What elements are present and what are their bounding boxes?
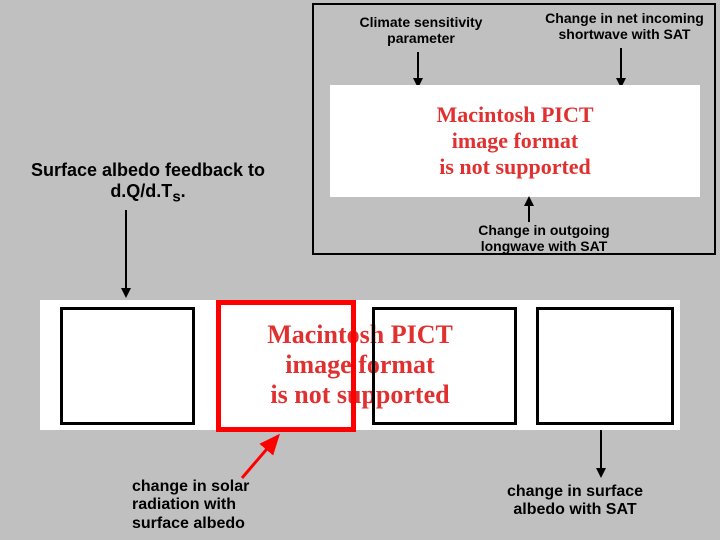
text: Climate sensitivity [336, 14, 506, 30]
arrow-net-incoming [620, 48, 622, 80]
text: change in solar [132, 478, 292, 496]
text: d.Q/d.Ts. [8, 181, 288, 206]
arrow-surface-albedo-feedback [125, 210, 127, 290]
overlay-box-1 [60, 307, 195, 425]
arrow-outgoing-longwave [528, 204, 530, 222]
overlay-box-4 [536, 307, 674, 425]
text: shortwave with SAT [532, 26, 717, 42]
label-outgoing-longwave: Change in outgoing longwave with SAT [454, 222, 634, 254]
text: image format [436, 128, 593, 154]
overlay-box-3 [372, 307, 517, 425]
arrow-surface-albedo-sat [600, 430, 602, 470]
heading-surface-albedo-feedback: Surface albedo feedback to d.Q/d.Ts. [8, 160, 288, 206]
text: albedo with SAT [470, 501, 680, 519]
pict-placeholder-upper: Macintosh PICT image format is not suppo… [330, 85, 700, 197]
text: Macintosh PICT [436, 102, 593, 128]
arrow-head-icon [524, 196, 534, 206]
label-surface-albedo-sat: change in surface albedo with SAT [470, 483, 680, 520]
label-solar-radiation: change in solar radiation with surface a… [132, 478, 292, 533]
text: Surface albedo feedback to [8, 160, 288, 181]
text: change in surface [470, 483, 680, 501]
text: radiation with [132, 496, 292, 514]
text: surface albedo [132, 515, 292, 533]
text: Change in outgoing [454, 222, 634, 238]
overlay-box-red [216, 300, 356, 432]
arrow-head-icon [596, 468, 606, 478]
text: is not supported [436, 154, 593, 180]
arrow-climate-sensitivity [417, 52, 419, 80]
text: Change in net incoming [532, 10, 717, 26]
arrow-head-icon [121, 288, 131, 298]
text: longwave with SAT [454, 238, 634, 254]
label-climate-sensitivity: Climate sensitivity parameter [336, 14, 506, 46]
label-net-incoming-shortwave: Change in net incoming shortwave with SA… [532, 10, 717, 42]
text: parameter [336, 30, 506, 46]
